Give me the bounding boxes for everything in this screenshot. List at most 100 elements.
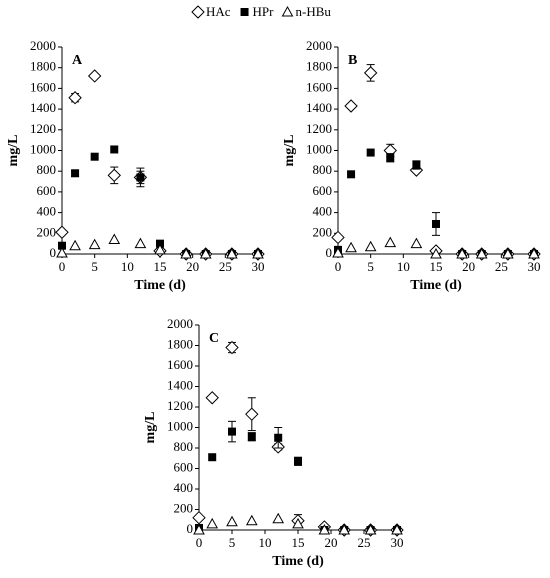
marker-triangle [345,241,357,253]
marker-square [366,148,375,157]
y-tick-label: 1800 [306,59,332,74]
x-tick-label: 15 [430,259,443,274]
x-tick-label: 30 [252,259,265,274]
legend-marker [191,5,205,19]
legend-marker [240,8,249,16]
marker-triangle [193,523,205,535]
marker-diamond [107,168,121,183]
marker-square [274,433,283,442]
x-tick-label: 0 [59,259,66,274]
y-tick-label: 800 [313,162,333,177]
x-tick-label: 15 [292,535,305,550]
y-tick-label: 400 [37,204,57,219]
y-tick-label: 0 [326,245,333,260]
y-axis-label: mg/L [6,135,21,167]
x-tick-label: 5 [91,259,98,274]
x-tick-label: 5 [367,259,374,274]
marker-triangle [502,247,514,259]
marker-square [228,427,236,436]
y-tick-label: 1600 [30,79,56,94]
marker-triangle [56,246,68,258]
marker-triangle [88,238,101,250]
y-tick-label: 600 [313,183,333,198]
marker-triangle [456,247,468,259]
x-tick-label: 5 [229,535,236,550]
y-tick-label: 1000 [306,141,332,156]
marker-diamond [245,407,259,421]
marker-triangle [69,239,81,251]
panel-label: B [348,53,357,68]
y-tick-label: 1800 [167,336,193,351]
y-axis-label: mg/L [282,135,297,167]
x-tick-label: 15 [154,259,167,274]
legend-marker [281,5,294,17]
marker-square [347,170,356,179]
marker-square [386,153,395,162]
marker-triangle [226,247,238,259]
marker-square [136,173,145,182]
marker-triangle [108,233,121,245]
y-tick-label: 0 [50,245,57,260]
y-tick-label: 1400 [306,100,332,115]
marker-square [247,432,256,441]
marker-diamond [205,391,219,405]
y-tick-label: 1600 [306,79,332,94]
marker-diamond [55,225,69,239]
y-tick-label: 1200 [306,121,332,136]
y-axis-label: mg/L [143,412,158,444]
y-tick-label: 1400 [167,377,193,392]
y-tick-label: 2000 [30,38,56,53]
x-tick-label: 30 [391,535,404,550]
panel-label: A [72,53,83,68]
x-tick-label: 25 [219,259,232,274]
x-axis-label: Time (d) [134,278,186,293]
marker-square [432,219,440,228]
y-tick-label: 1800 [30,59,56,74]
x-tick-label: 0 [196,535,203,550]
marker-triangle [338,523,351,535]
marker-triangle [318,523,331,535]
marker-triangle [528,247,540,259]
marker-diamond [344,99,358,113]
y-tick-label: 2000 [306,38,332,53]
y-tick-label: 1200 [30,121,56,136]
marker-square [294,457,302,466]
y-tick-label: 1600 [167,357,193,372]
marker-triangle [272,512,285,524]
x-tick-label: 0 [335,259,342,274]
marker-square [208,453,217,462]
marker-triangle [252,247,264,259]
x-tick-label: 30 [528,259,541,274]
marker-square [110,145,119,154]
x-tick-label: 20 [462,259,475,274]
x-tick-label: 10 [259,535,272,550]
y-tick-label: 1000 [30,141,56,156]
marker-diamond [363,66,378,80]
legend-label: HPr [253,4,275,19]
marker-diamond [331,230,345,245]
marker-triangle [384,236,397,248]
marker-triangle [430,247,442,259]
y-tick-label: 1400 [30,100,56,115]
y-tick-label: 400 [313,204,333,219]
marker-triangle [245,514,258,526]
marker-triangle [364,240,377,252]
x-tick-label: 25 [495,259,508,274]
marker-diamond [225,340,239,355]
x-tick-label: 20 [325,535,338,550]
marker-triangle [332,246,344,258]
y-tick-label: 200 [174,500,194,515]
x-tick-label: 20 [186,259,199,274]
marker-triangle [154,243,166,255]
marker-diamond [192,510,206,525]
y-tick-label: 600 [174,459,194,474]
y-tick-label: 0 [187,521,194,536]
marker-square [90,152,99,161]
marker-triangle [226,515,238,527]
legend-label: n-HBu [296,4,332,19]
marker-triangle [292,517,304,529]
x-tick-label: 10 [397,259,410,274]
marker-diamond [68,91,82,105]
legend-label: HAc [206,4,231,19]
